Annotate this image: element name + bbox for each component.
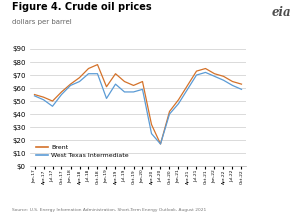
Line: Brent: Brent — [34, 65, 242, 144]
Brent — [150, 123, 153, 126]
Brent — [204, 67, 207, 70]
West Texas Intermediate — [96, 72, 99, 75]
West Texas Intermediate — [141, 88, 144, 91]
Brent — [105, 85, 108, 88]
Brent — [42, 96, 45, 98]
Brent — [222, 75, 225, 78]
Brent — [186, 84, 189, 87]
West Texas Intermediate — [150, 132, 153, 135]
Brent — [96, 63, 99, 66]
West Texas Intermediate — [114, 83, 117, 85]
Brent — [132, 84, 135, 87]
Text: Source: U.S. Energy Information Administration, Short-Term Energy Outlook, Augus: Source: U.S. Energy Information Administ… — [12, 208, 206, 212]
Brent — [240, 83, 243, 85]
West Texas Intermediate — [42, 98, 45, 101]
West Texas Intermediate — [204, 71, 207, 74]
Brent — [114, 72, 117, 75]
West Texas Intermediate — [168, 113, 171, 115]
West Texas Intermediate — [123, 91, 126, 93]
Brent — [195, 70, 198, 72]
Brent — [168, 110, 171, 113]
West Texas Intermediate — [240, 88, 243, 91]
Brent — [123, 80, 126, 83]
Brent — [159, 143, 162, 145]
Brent — [231, 80, 234, 83]
West Texas Intermediate — [159, 143, 162, 145]
Line: West Texas Intermediate: West Texas Intermediate — [34, 72, 242, 144]
West Texas Intermediate — [222, 79, 225, 82]
Legend: Brent, West Texas Intermediate: Brent, West Texas Intermediate — [33, 142, 131, 161]
West Texas Intermediate — [51, 105, 54, 108]
West Texas Intermediate — [69, 84, 72, 87]
Text: eia: eia — [272, 6, 291, 19]
West Texas Intermediate — [186, 88, 189, 91]
West Texas Intermediate — [105, 97, 108, 100]
West Texas Intermediate — [60, 93, 63, 96]
Text: Figure 4. Crude oil prices: Figure 4. Crude oil prices — [12, 2, 152, 12]
Brent — [87, 67, 90, 70]
West Texas Intermediate — [33, 95, 36, 97]
Brent — [177, 98, 180, 101]
West Texas Intermediate — [177, 102, 180, 105]
Brent — [78, 76, 81, 79]
Brent — [60, 91, 63, 93]
Brent — [141, 80, 144, 83]
Brent — [51, 100, 54, 102]
Brent — [213, 72, 216, 75]
Text: dollars per barrel: dollars per barrel — [12, 19, 72, 25]
West Texas Intermediate — [78, 80, 81, 83]
West Texas Intermediate — [87, 72, 90, 75]
Brent — [69, 83, 72, 85]
Brent — [33, 93, 36, 96]
West Texas Intermediate — [132, 91, 135, 93]
West Texas Intermediate — [213, 75, 216, 78]
West Texas Intermediate — [195, 74, 198, 76]
West Texas Intermediate — [231, 84, 234, 87]
